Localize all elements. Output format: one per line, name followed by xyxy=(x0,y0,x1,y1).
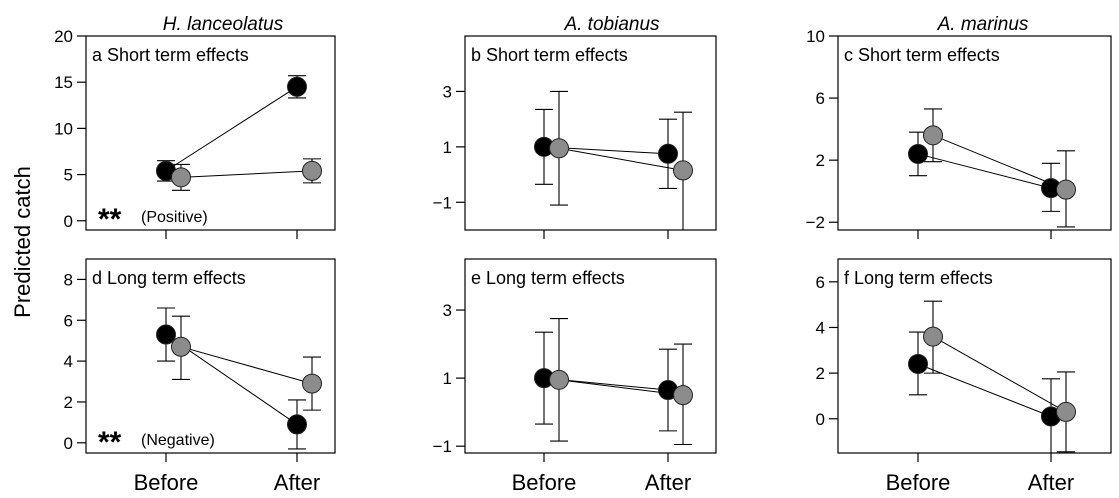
y-tick-label: 10 xyxy=(54,119,73,138)
data-point-series-2 xyxy=(673,160,693,181)
data-point-series-2 xyxy=(923,125,943,146)
significance-stars: ** xyxy=(98,426,122,459)
x-tick-label-after: After xyxy=(645,470,691,493)
species-title-a-tobianus: A. tobianus xyxy=(563,14,660,35)
panel-frame xyxy=(464,258,717,454)
data-point-series-1 xyxy=(908,143,928,164)
data-point-series-2 xyxy=(549,138,569,159)
x-tick-label-before: Before xyxy=(512,470,577,493)
panel-title: b Short term effects xyxy=(471,45,628,65)
data-point-series-2 xyxy=(923,326,943,347)
y-tick-label: 4 xyxy=(816,318,825,337)
species-titles: H. lanceolatus A. tobianus A. marinus xyxy=(163,14,1029,35)
series-line-2 xyxy=(932,336,1067,413)
y-tick-label: 15 xyxy=(54,73,73,92)
data-point-series-2 xyxy=(171,336,191,357)
series-line-1 xyxy=(917,153,1052,189)
y-tick-label: 6 xyxy=(64,311,73,330)
y-tick-label: 6 xyxy=(816,89,825,108)
y-tick-label: 4 xyxy=(64,352,73,371)
data-point-series-2 xyxy=(1056,401,1076,422)
panel-d: 0 2 4 6 8 Before After d Long term effects ** (Ne… xyxy=(64,258,336,495)
significance-stars: ** xyxy=(98,203,122,236)
panel-frame xyxy=(464,35,717,231)
y-tick-label: 0 xyxy=(816,410,825,429)
y-tick-label: 0 xyxy=(64,212,73,231)
y-tick-label: −1 xyxy=(433,193,452,212)
panel-frame xyxy=(837,258,1112,454)
series-line-2 xyxy=(932,134,1067,191)
data-point-series-1 xyxy=(658,143,678,164)
panel-e: −1 1 3 Before After e Long term effects xyxy=(433,258,717,495)
species-title-a-marinus: A. marinus xyxy=(937,14,1029,35)
x-tick-label-after: After xyxy=(274,470,320,493)
x-tick-label-before: Before xyxy=(134,470,199,493)
y-tick-label: −1 xyxy=(433,437,452,456)
y-tick-label: 20 xyxy=(54,27,73,46)
data-point-series-1 xyxy=(287,76,307,97)
data-point-series-1 xyxy=(908,353,928,374)
y-tick-label: 5 xyxy=(64,166,73,185)
data-point-series-1 xyxy=(287,414,307,435)
panel-title: a Short term effects xyxy=(92,45,249,65)
y-tick-label: −2 xyxy=(806,213,825,232)
panel-title: e Long term effects xyxy=(471,268,625,288)
species-title-h-lanceolatus: H. lanceolatus xyxy=(163,14,284,35)
panel-title: d Long term effects xyxy=(92,268,246,288)
y-tick-label: 3 xyxy=(443,301,452,320)
series-line-2 xyxy=(558,147,684,171)
data-point-series-2 xyxy=(171,167,191,188)
panel-a: 0 5 10 15 20 a Short term effects ** (Positive) xyxy=(54,27,336,239)
y-tick-label: 10 xyxy=(806,27,825,46)
y-tick-label: 3 xyxy=(443,82,452,101)
effect-direction-label: (Positive) xyxy=(141,209,208,226)
y-tick-label: 0 xyxy=(64,434,73,453)
panel-title: c Short term effects xyxy=(844,45,1000,65)
panel-f: 0 2 4 6 Before After f Long term effects xyxy=(816,258,1112,495)
x-tick-label-before: Before xyxy=(886,470,951,493)
effect-direction-label: (Negative) xyxy=(141,432,215,449)
data-point-series-2 xyxy=(549,369,569,390)
y-axis-label: Predicted catch xyxy=(10,166,35,318)
series-line-2 xyxy=(180,346,313,385)
y-tick-label: 6 xyxy=(816,273,825,292)
panel-frame xyxy=(85,35,336,231)
y-tick-label: 8 xyxy=(64,270,73,289)
y-tick-label: 2 xyxy=(816,364,825,383)
series-line-1 xyxy=(917,363,1052,417)
y-tick-label: 2 xyxy=(816,151,825,170)
x-tick-label-after: After xyxy=(1028,470,1074,493)
y-tick-label: 1 xyxy=(443,369,452,388)
panel-c: −2 2 6 10 c Short term effects xyxy=(806,27,1112,239)
y-tick-label: 2 xyxy=(64,393,73,412)
data-point-series-2 xyxy=(302,160,322,181)
panel-frame xyxy=(85,258,336,454)
y-tick-label: 1 xyxy=(443,138,452,157)
data-point-series-2 xyxy=(1056,179,1076,200)
panel-b: −1 1 3 b Short term effects xyxy=(433,35,717,239)
series-line-2 xyxy=(180,170,313,178)
data-point-series-2 xyxy=(673,385,693,406)
panel-title: f Long term effects xyxy=(844,268,993,288)
data-point-series-2 xyxy=(302,373,322,394)
panel-frame xyxy=(837,35,1112,231)
series-line-1 xyxy=(165,86,298,172)
data-point-series-1 xyxy=(156,324,176,345)
